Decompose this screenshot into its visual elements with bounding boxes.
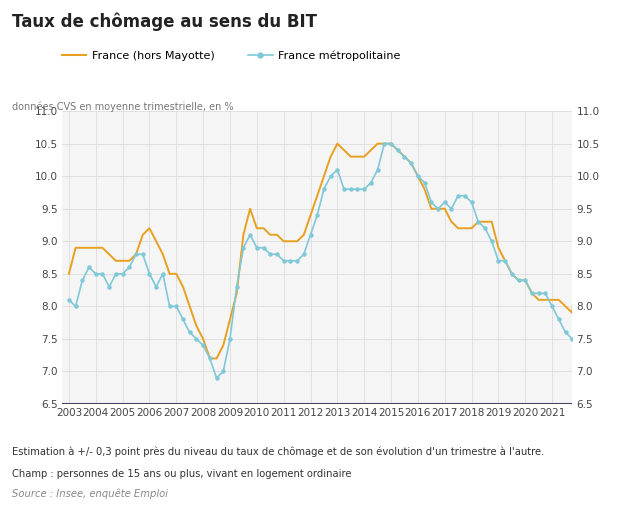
Line: France métropolitaine: France métropolitaine [67,142,621,379]
France (hors Mayotte) [616,310,622,316]
France métropolitaine [213,375,220,381]
France métropolitaine [381,140,388,146]
France métropolitaine [146,271,153,277]
France métropolitaine [616,356,622,362]
Text: Estimation à +/- 0,3 point près du niveau du taux de chômage et de son évolution: Estimation à +/- 0,3 point près du nivea… [12,447,545,458]
France métropolitaine [65,297,73,303]
Text: Source : Insee, enquête Emploi: Source : Insee, enquête Emploi [12,489,169,499]
France (hors Mayotte) [407,160,415,166]
France (hors Mayotte) [206,356,213,362]
France métropolitaine [475,219,482,225]
France (hors Mayotte) [99,245,106,251]
France (hors Mayotte) [146,225,153,231]
France (hors Mayotte) [333,140,341,146]
Line: France (hors Mayotte): France (hors Mayotte) [69,143,620,359]
France (hors Mayotte) [508,271,516,277]
France métropolitaine [99,271,106,277]
Legend: France (hors Mayotte), France métropolitaine: France (hors Mayotte), France métropolit… [58,46,405,66]
France (hors Mayotte) [475,219,482,225]
France métropolitaine [407,160,415,166]
France (hors Mayotte) [65,271,73,277]
France métropolitaine [179,316,187,322]
France métropolitaine [508,271,516,277]
Text: Champ : personnes de 15 ans ou plus, vivant en logement ordinaire: Champ : personnes de 15 ans ou plus, viv… [12,469,352,479]
Text: Taux de chômage au sens du BIT: Taux de chômage au sens du BIT [12,13,317,31]
Text: données CVS en moyenne trimestrielle, en %: données CVS en moyenne trimestrielle, en… [12,101,234,112]
France (hors Mayotte) [179,284,187,290]
